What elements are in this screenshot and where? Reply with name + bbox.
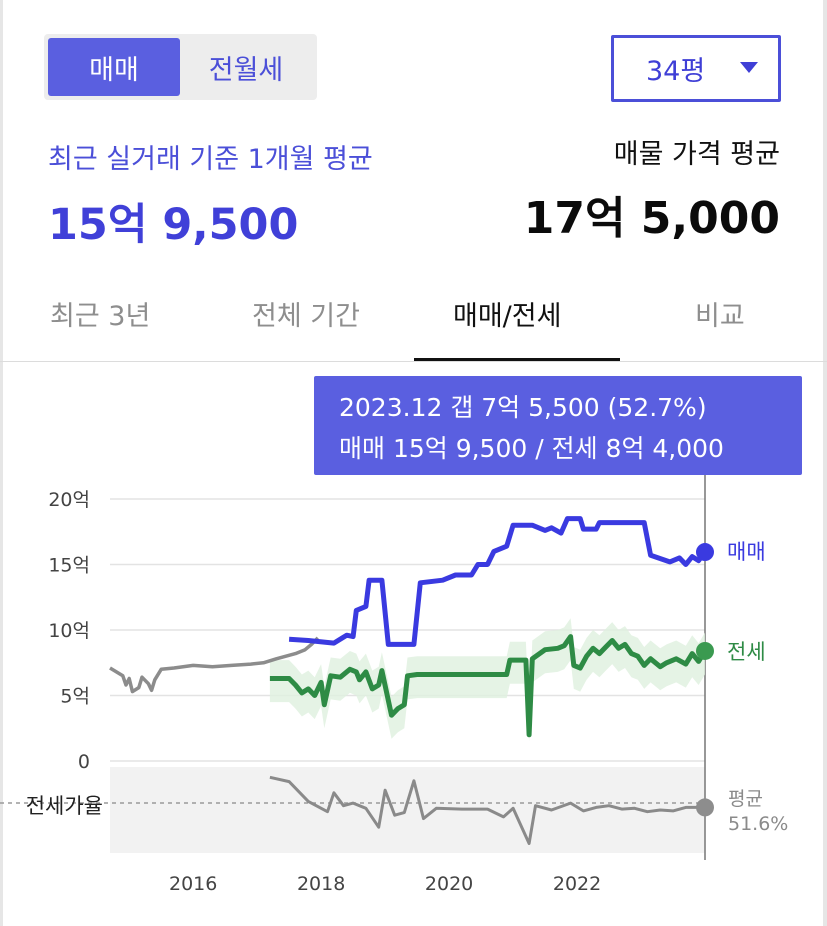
sale-toggle-button[interactable]: 매매 — [48, 38, 180, 96]
trade-type-toggle: 매매 전월세 — [44, 34, 317, 100]
listing-price-label: 매물 가격 평균 — [613, 139, 780, 170]
y-tick-label: 10억 — [48, 620, 90, 642]
ratio-average-label: 평균 — [728, 788, 763, 810]
chart-tooltip: 2023.12 갭 7억 5,500 (52.7%) 매매 15억 9,500 … — [314, 376, 802, 475]
x-tick-label: 2020 — [425, 873, 473, 895]
left-frame-edge — [0, 0, 3, 926]
jeonse-end-point — [696, 641, 714, 660]
ratio-average-value: 51.6% — [728, 813, 788, 835]
jeonse-range-band — [269, 618, 705, 742]
x-tick-label: 2018 — [297, 873, 345, 895]
sale-series-line — [288, 516, 707, 647]
jeonse-series-label: 전세 — [727, 640, 766, 664]
ratio-axis-label: 전세가율 — [26, 794, 103, 818]
tab-compare[interactable]: 비교 — [695, 301, 745, 332]
x-tick-label: 2016 — [169, 873, 217, 895]
y-tick-label: 20억 — [48, 489, 90, 511]
tooltip-price-line: 매매 15억 9,500 / 전세 8억 4,000 — [339, 434, 724, 463]
rent-toggle-button[interactable]: 전월세 — [208, 54, 284, 86]
size-select[interactable]: 34평 — [611, 35, 781, 102]
y-tick-label: 5억 — [60, 686, 90, 708]
right-frame-edge — [823, 0, 827, 926]
ratio-panel-bg — [110, 767, 705, 853]
sale-series-early-line — [109, 636, 320, 694]
recent-price-label: 최근 실거래 기준 1개월 평균 — [48, 144, 373, 175]
y-tick-label: 0 — [78, 751, 90, 773]
tab-sale-jeonse[interactable]: 매매/전세 — [453, 301, 562, 332]
sale-end-point — [696, 543, 714, 562]
recent-price-value: 15억 9,500 — [48, 200, 299, 250]
caret-down-icon — [740, 62, 758, 73]
ratio-band-layer — [0, 767, 705, 853]
axis-layer: 20억 15억 10억 5억 0 전세가율 2016 2018 2020 2022 — [26, 470, 706, 895]
jeonse-series-line — [269, 634, 708, 738]
tab-recent-3y[interactable]: 최근 3년 — [50, 301, 151, 332]
sale-series-label: 매매 — [727, 540, 766, 564]
x-tick-label: 2022 — [553, 873, 601, 895]
ratio-end-point — [696, 798, 714, 817]
active-tab-indicator — [414, 358, 620, 362]
size-select-value: 34평 — [646, 56, 706, 87]
chart-tabs: 최근 3년 전체 기간 매매/전세 비교 — [0, 280, 827, 362]
tab-all-period[interactable]: 전체 기간 — [252, 301, 360, 332]
series-layer — [109, 516, 714, 845]
y-tick-label: 15억 — [48, 555, 90, 577]
tabs-divider — [0, 361, 827, 362]
tooltip-gap-line: 2023.12 갭 7억 5,500 (52.7%) — [339, 393, 707, 422]
listing-price-value: 17억 5,000 — [523, 193, 780, 244]
ratio-series-line — [269, 775, 705, 845]
